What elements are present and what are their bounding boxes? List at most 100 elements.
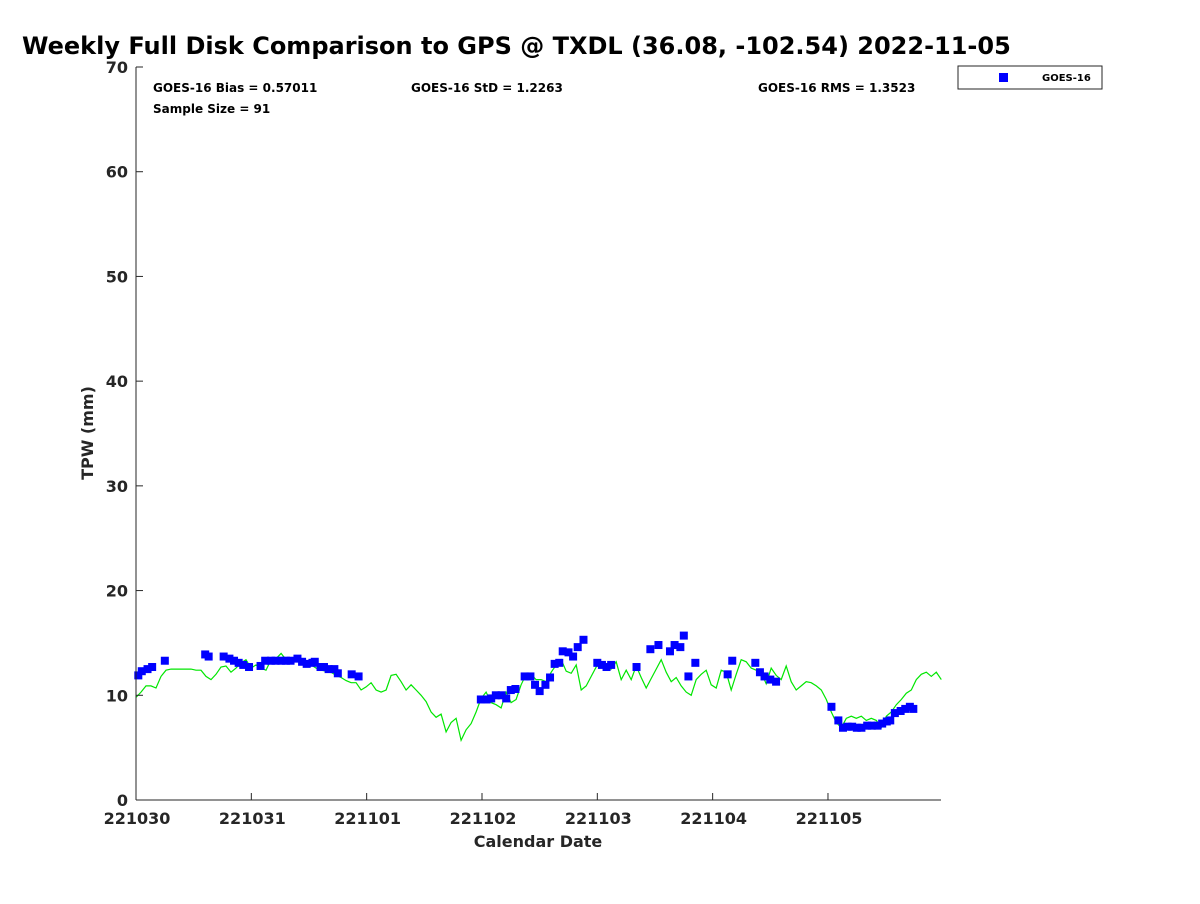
x-tick-label: 221030 bbox=[104, 809, 171, 828]
goes16-point bbox=[298, 657, 307, 666]
goes16-point bbox=[569, 652, 578, 661]
goes16-point bbox=[665, 647, 674, 656]
goes16-point bbox=[546, 673, 555, 682]
goes16-point bbox=[728, 656, 737, 665]
goes16-point bbox=[755, 668, 764, 677]
x-tick-label: 221031 bbox=[219, 809, 286, 828]
goes16-point bbox=[491, 691, 500, 700]
goes16-point bbox=[520, 672, 529, 681]
x-tick-label: 221104 bbox=[680, 809, 747, 828]
y-tick-label: 10 bbox=[106, 686, 128, 705]
goes16-point bbox=[261, 656, 270, 665]
goes16-point bbox=[597, 660, 606, 669]
goes16-point bbox=[225, 654, 234, 663]
goes16-point bbox=[760, 672, 769, 681]
goes16-point bbox=[670, 641, 679, 650]
goes16-point bbox=[354, 672, 363, 681]
stat-bias: GOES-16 Bias = 0.57011 bbox=[153, 81, 317, 95]
goes16-point bbox=[482, 695, 491, 704]
goes16-point bbox=[632, 663, 641, 672]
x-ticks: 221030 221031 221101 221102 221103 221104 2211… bbox=[104, 793, 863, 828]
goes16-point bbox=[511, 685, 520, 694]
goes16-point bbox=[863, 721, 872, 730]
y-ticks: 0 10 20 30 40 50 60 70 bbox=[106, 58, 143, 810]
goes16-point bbox=[602, 663, 611, 672]
goes16-point bbox=[901, 704, 910, 713]
x-tick-label: 221101 bbox=[334, 809, 401, 828]
y-tick-label: 30 bbox=[106, 477, 128, 496]
legend-label-goes16: GOES-16 bbox=[1042, 73, 1091, 84]
goes16-point bbox=[148, 663, 157, 672]
goes16-point bbox=[555, 658, 564, 667]
goes16-point bbox=[230, 656, 239, 665]
plot-area bbox=[134, 631, 942, 743]
y-tick-label: 60 bbox=[106, 163, 128, 182]
goes16-point bbox=[204, 652, 213, 661]
goes16-point bbox=[271, 656, 280, 665]
goes16-point bbox=[160, 656, 169, 665]
stat-std: GOES-16 StD = 1.2263 bbox=[411, 81, 563, 95]
goes16-point bbox=[535, 687, 544, 696]
x-axis-label: Calendar Date bbox=[474, 832, 603, 851]
goes16-point bbox=[277, 656, 286, 665]
goes16-point bbox=[867, 721, 876, 730]
goes16-point bbox=[684, 672, 693, 681]
goes16-point bbox=[239, 660, 248, 669]
goes16-point bbox=[909, 704, 918, 713]
goes16-point bbox=[573, 643, 582, 652]
goes16-point bbox=[234, 658, 243, 667]
goes16-point bbox=[256, 661, 265, 670]
goes16-point bbox=[878, 719, 887, 728]
goes16-point bbox=[679, 631, 688, 640]
goes16-point bbox=[843, 722, 852, 731]
goes16-point bbox=[579, 635, 588, 644]
y-tick-label: 0 bbox=[117, 791, 128, 810]
y-tick-label: 70 bbox=[106, 58, 128, 77]
goes16-point bbox=[558, 647, 567, 656]
goes16-point bbox=[497, 691, 506, 700]
goes16-point bbox=[310, 657, 319, 666]
goes16-point bbox=[245, 663, 254, 672]
goes16-point bbox=[219, 652, 228, 661]
goes16-point bbox=[691, 658, 700, 667]
goes16-point bbox=[143, 665, 152, 674]
goes16-point bbox=[266, 656, 275, 665]
chart-title: Weekly Full Disk Comparison to GPS @ TXD… bbox=[22, 32, 1011, 60]
goes16-point bbox=[852, 723, 861, 732]
goes16-point bbox=[890, 709, 899, 718]
goes16-point bbox=[646, 645, 655, 654]
y-axis-label: TPW (mm) bbox=[78, 386, 97, 480]
goes16-point bbox=[526, 672, 535, 681]
goes16-point bbox=[302, 659, 311, 668]
goes16-point bbox=[827, 702, 836, 711]
goes16-point bbox=[550, 659, 559, 668]
legend-box bbox=[957, 65, 1103, 90]
goes16-point bbox=[564, 648, 573, 657]
goes16-point bbox=[293, 654, 302, 663]
goes16-point bbox=[593, 658, 602, 667]
goes16-point bbox=[137, 667, 146, 676]
goes16-point bbox=[723, 670, 732, 679]
goes16-point bbox=[319, 663, 328, 672]
goes16-point bbox=[848, 722, 857, 731]
goes16-point bbox=[857, 723, 866, 732]
goes16-point bbox=[324, 665, 333, 674]
legend: GOES-16 bbox=[957, 65, 1103, 90]
goes16-point bbox=[347, 670, 356, 679]
stat-sample-size: Sample Size = 91 bbox=[153, 102, 270, 116]
goes16-point bbox=[286, 656, 295, 665]
goes16-point bbox=[531, 680, 540, 689]
goes16-point bbox=[751, 658, 760, 667]
goes16-point bbox=[896, 706, 905, 715]
x-tick-label: 221102 bbox=[450, 809, 517, 828]
goes16-point bbox=[281, 656, 290, 665]
goes16-point bbox=[506, 686, 515, 695]
x-tick-label: 221105 bbox=[796, 809, 863, 828]
goes16-point bbox=[487, 694, 496, 703]
goes16-point bbox=[766, 675, 775, 684]
goes16-point bbox=[541, 680, 550, 689]
y-tick-label: 50 bbox=[106, 267, 128, 286]
stat-rms: GOES-16 RMS = 1.3523 bbox=[758, 81, 915, 95]
x-tick-label: 221103 bbox=[565, 809, 632, 828]
